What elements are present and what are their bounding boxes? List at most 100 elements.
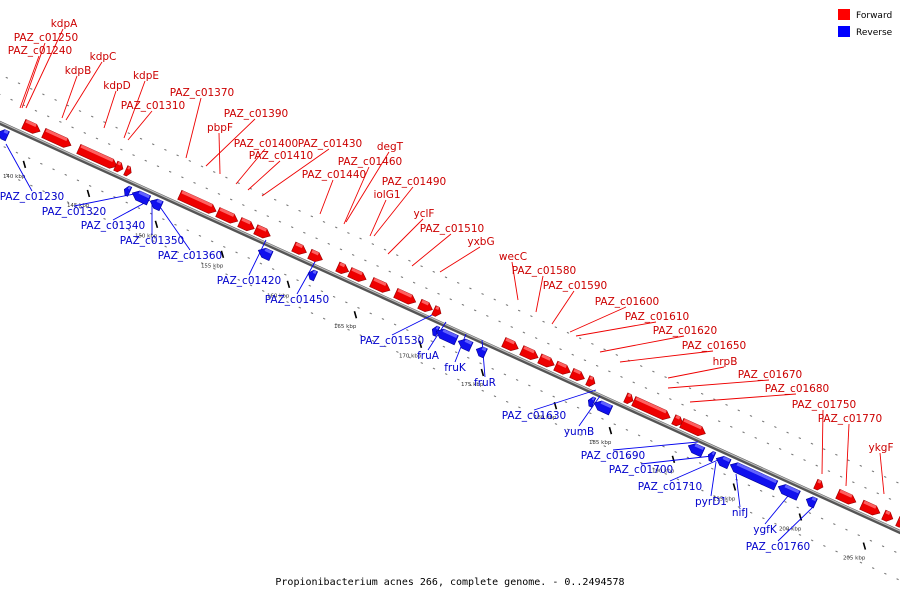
reverse-gene-4-shine [264, 248, 273, 254]
forward-gene-10 [307, 248, 323, 263]
reverse-leader-8 [427, 321, 447, 351]
gene-arrows [0, 118, 900, 528]
kbp-tick-label: 185 kbp [589, 440, 612, 446]
forward-gene-30-body [881, 509, 894, 522]
forward-gene-0-body [21, 118, 41, 134]
forward-leader-5 [103, 90, 117, 129]
forward-gene-22 [585, 375, 596, 387]
forward-gene-label: wecC [499, 251, 527, 263]
reverse-leader-1 [73, 193, 135, 207]
forward-gene-22-shine [589, 376, 594, 381]
forward-gene-16-shine [435, 306, 440, 311]
forward-gene-21-body [569, 367, 585, 382]
forward-gene-label: kdpA [51, 18, 78, 30]
forward-gene-28-shine [839, 489, 853, 498]
kbp-tick [418, 340, 423, 349]
reverse-leader-14 [640, 455, 713, 465]
forward-gene-4 [123, 165, 132, 177]
reverse-gene-3 [149, 198, 164, 212]
backbone-line [0, 120, 900, 535]
reverse-leader-10 [481, 339, 486, 378]
forward-gene-12 [347, 267, 367, 282]
forward-gene-30-shine [885, 510, 891, 515]
forward-gene-25-body [671, 414, 684, 427]
reverse-gene-label: PAZ_c01450 [265, 294, 329, 306]
reverse-gene-label: PAZ_c01700 [609, 464, 673, 476]
reverse-gene-label: PAZ_c01760 [746, 541, 810, 553]
reverse-gene-8 [457, 338, 474, 352]
forward-gene-29-shine [863, 500, 877, 509]
reverse-gene-1-shine [127, 186, 131, 190]
reverse-leader-15 [669, 459, 719, 482]
forward-gene-24-shine [635, 396, 667, 414]
forward-leader-31 [689, 393, 797, 403]
reverse-gene-10 [587, 396, 597, 408]
forward-leader-10 [218, 132, 221, 175]
forward-gene-label: PAZ_c01670 [738, 369, 802, 381]
forward-gene-1 [41, 128, 72, 148]
forward-gene-label: degT [377, 141, 404, 153]
forward-gene-11-shine [339, 262, 346, 268]
forward-gene-label: PAZ_c01240 [8, 45, 72, 57]
forward-gene-10-shine [311, 249, 320, 256]
forward-gene-28 [835, 488, 857, 505]
reverse-gene-17 [805, 496, 818, 509]
guide-line-0 [0, 74, 900, 485]
forward-leader-4 [61, 75, 78, 119]
reverse-gene-15-shine [736, 462, 777, 484]
reverse-gene-label: fruR [474, 377, 496, 389]
reverse-leader-4 [157, 203, 191, 251]
kbp-tick [353, 311, 358, 319]
backbone-highlight [0, 121, 900, 532]
reverse-gene-label: PAZ_c01340 [81, 220, 145, 232]
reverse-gene-label: ygfK [753, 524, 778, 536]
reverse-gene-13-shine [711, 451, 715, 456]
kbp-tick [86, 189, 91, 198]
forward-gene-label: kdpD [103, 80, 131, 92]
kbp-tick-label: 155 kbp [201, 264, 224, 270]
forward-gene-8-shine [257, 225, 267, 232]
reverse-gene-13 [707, 451, 717, 463]
kbp-tick [862, 542, 867, 550]
reverse-gene-label: PAZ_c01630 [502, 410, 566, 422]
reverse-gene-0 [0, 129, 10, 142]
reverse-gene-16-shine [784, 484, 800, 494]
reverse-gene-label: PAZ_c01320 [42, 206, 106, 218]
forward-gene-18-body [519, 345, 539, 361]
forward-leader-18 [369, 199, 387, 237]
forward-gene-label: PAZ_c01750 [792, 399, 856, 411]
forward-gene-19 [537, 353, 555, 368]
forward-gene-9 [291, 241, 307, 255]
forward-gene-label: ykgF [869, 442, 894, 454]
forward-gene-27-shine [817, 479, 822, 484]
forward-gene-4-shine [127, 166, 131, 170]
forward-leader-9 [205, 118, 256, 167]
forward-gene-label: PAZ_c01430 [298, 138, 362, 150]
reverse-gene-14 [715, 456, 732, 470]
legend-swatch-reverse [838, 26, 850, 37]
reverse-gene-6-shine [435, 326, 439, 330]
reverse-gene-10-shine [591, 396, 595, 401]
forward-leader-17 [373, 186, 414, 237]
forward-leader-20 [411, 233, 452, 267]
forward-gene-20-body [553, 360, 571, 375]
forward-gene-label: yclF [414, 208, 435, 220]
forward-leader-1 [21, 42, 46, 109]
forward-gene-24 [631, 396, 671, 421]
reverse-gene-9 [475, 346, 488, 359]
kbp-tick-label: 195 kbp [713, 496, 736, 502]
forward-gene-25-shine [675, 415, 681, 420]
forward-gene-2 [76, 143, 118, 169]
reverse-gene-label: PAZ_c01230 [0, 191, 64, 203]
kbp-tick-label: 140 kbp [3, 174, 26, 180]
forward-leader-0 [25, 28, 64, 109]
reverse-gene-3-shine [156, 199, 163, 204]
forward-gene-label: iolG1 [373, 189, 400, 201]
legend-label-reverse: Reverse [856, 28, 893, 38]
reverse-gene-4 [257, 247, 274, 261]
reverse-leader-0 [5, 143, 33, 192]
reverse-gene-9-shine [481, 346, 487, 352]
forward-leader-15 [343, 166, 370, 225]
